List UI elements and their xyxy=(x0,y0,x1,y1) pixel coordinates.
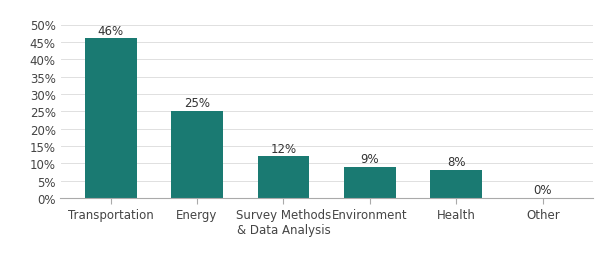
Text: 9%: 9% xyxy=(361,152,379,165)
Text: 25%: 25% xyxy=(184,97,210,110)
Text: 0%: 0% xyxy=(534,183,552,196)
Text: 12%: 12% xyxy=(270,142,296,155)
Bar xyxy=(258,157,309,198)
Text: 8%: 8% xyxy=(447,156,466,169)
Bar xyxy=(430,170,482,198)
Bar xyxy=(171,112,223,198)
Bar xyxy=(344,167,396,198)
Bar xyxy=(85,39,137,198)
Text: 46%: 46% xyxy=(97,25,123,38)
